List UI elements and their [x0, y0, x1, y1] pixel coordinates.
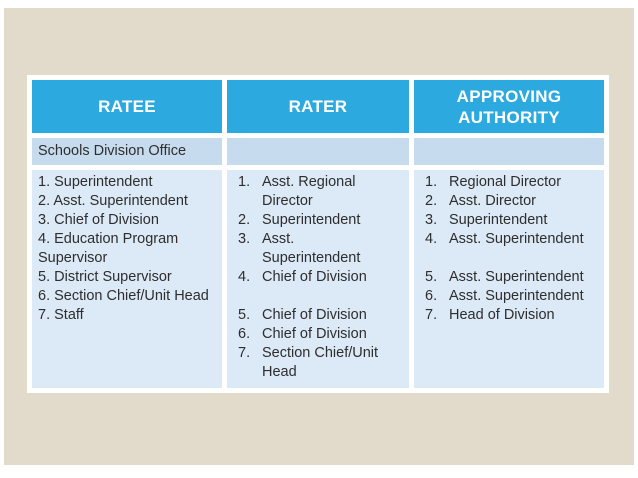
- list-item: 6. Section Chief/Unit Head: [38, 288, 209, 304]
- list-item-text: Asst. Superintendent: [449, 269, 584, 285]
- list-item: 5. Asst. Superintendent: [417, 268, 601, 287]
- list-item-number: 2.: [425, 193, 438, 209]
- list-item: 3. Asst. Superintendent: [230, 230, 406, 268]
- list-item: 5. Chief of Division: [230, 306, 406, 325]
- list-item: 1. Regional Director: [417, 173, 601, 192]
- list-item: [417, 249, 601, 268]
- header-row: RATEE RATER APPROVING AUTHORITY: [32, 80, 604, 133]
- slide-background: RATEE RATER APPROVING AUTHORITY Schools …: [4, 8, 634, 465]
- list-item-text: Superintendent: [262, 212, 361, 228]
- list-item-number: 5.: [238, 307, 251, 323]
- list-item-number: 7.: [238, 345, 251, 361]
- list-item-text: Superintendent: [449, 212, 548, 228]
- list-item-number: [238, 287, 262, 306]
- list-item-number: 7.: [425, 307, 438, 323]
- header-ratee: RATEE: [32, 80, 222, 133]
- list-item: 3. Superintendent: [417, 211, 601, 230]
- list-item: 2. Asst. Superintendent: [38, 193, 188, 209]
- list-item-number: 5.: [425, 269, 438, 285]
- rater-list: 1. Asst. Regional Director 2. Superintenden…: [227, 170, 409, 388]
- list-item-text: Chief of Division: [262, 326, 367, 342]
- approving-authority-list: 1. Regional Director 2. Asst. Director 3. Sup…: [414, 170, 604, 388]
- list-item-text: Regional Director: [449, 174, 562, 190]
- section-cell-empty: [227, 138, 409, 165]
- list-item: 2. Superintendent: [230, 211, 406, 230]
- section-cell-empty: [414, 138, 604, 165]
- list-item-number: 2.: [238, 212, 251, 228]
- list-item-number: 4.: [425, 231, 438, 247]
- list-item-text: Asst. Director: [449, 193, 537, 209]
- rating-authority-table: RATEE RATER APPROVING AUTHORITY Schools …: [27, 75, 609, 393]
- list-item-number: [425, 249, 449, 268]
- list-item: 5. District Supervisor: [38, 269, 172, 285]
- list-item-text: Asst. Superintendent: [262, 231, 361, 266]
- list-item: 2. Asst. Director: [417, 192, 601, 211]
- list-item: 7. Section Chief/Unit Head: [230, 344, 406, 382]
- list-item-text: [262, 287, 406, 306]
- header-rater: RATER: [227, 80, 409, 133]
- list-item-number: 3.: [425, 212, 438, 228]
- list-item-number: 6.: [425, 288, 438, 304]
- list-item-number: 1.: [238, 174, 251, 190]
- list-item-number: 6.: [238, 326, 251, 342]
- list-item: 4. Asst. Superintendent: [417, 230, 601, 249]
- list-item-number: 1.: [425, 174, 438, 190]
- section-row: Schools Division Office: [32, 138, 604, 165]
- ratee-list: 1. Superintendent 2. Asst. Superintendent…: [32, 170, 222, 388]
- list-item-text: Chief of Division: [262, 269, 367, 285]
- list-item: 6. Chief of Division: [230, 325, 406, 344]
- list-item-text: Chief of Division: [262, 307, 367, 323]
- list-item-number: 4.: [238, 269, 251, 285]
- section-cell-label: Schools Division Office: [32, 138, 222, 165]
- list-item: [230, 287, 406, 306]
- list-item-text: Section Chief/Unit Head: [262, 345, 379, 380]
- list-item: 4. Education Program Supervisor: [38, 231, 179, 266]
- list-item: 1. Superintendent: [38, 174, 153, 190]
- list-item: 6. Asst. Superintendent: [417, 287, 601, 306]
- header-approving-authority: APPROVING AUTHORITY: [414, 80, 604, 133]
- list-item: 4. Chief of Division: [230, 268, 406, 287]
- list-item-number: 3.: [238, 231, 251, 247]
- list-item-text: Asst. Regional Director: [262, 174, 356, 209]
- list-item-text: Head of Division: [449, 307, 555, 323]
- list-item: 1. Asst. Regional Director: [230, 173, 406, 211]
- list-item-text: Asst. Superintendent: [449, 231, 584, 247]
- list-item-text: [449, 249, 601, 268]
- list-item: 3. Chief of Division: [38, 212, 159, 228]
- list-item: 7. Head of Division: [417, 306, 601, 325]
- list-item-text: Asst. Superintendent: [449, 288, 584, 304]
- list-item: 7. Staff: [38, 307, 84, 323]
- body-row: 1. Superintendent 2. Asst. Superintendent…: [32, 170, 604, 388]
